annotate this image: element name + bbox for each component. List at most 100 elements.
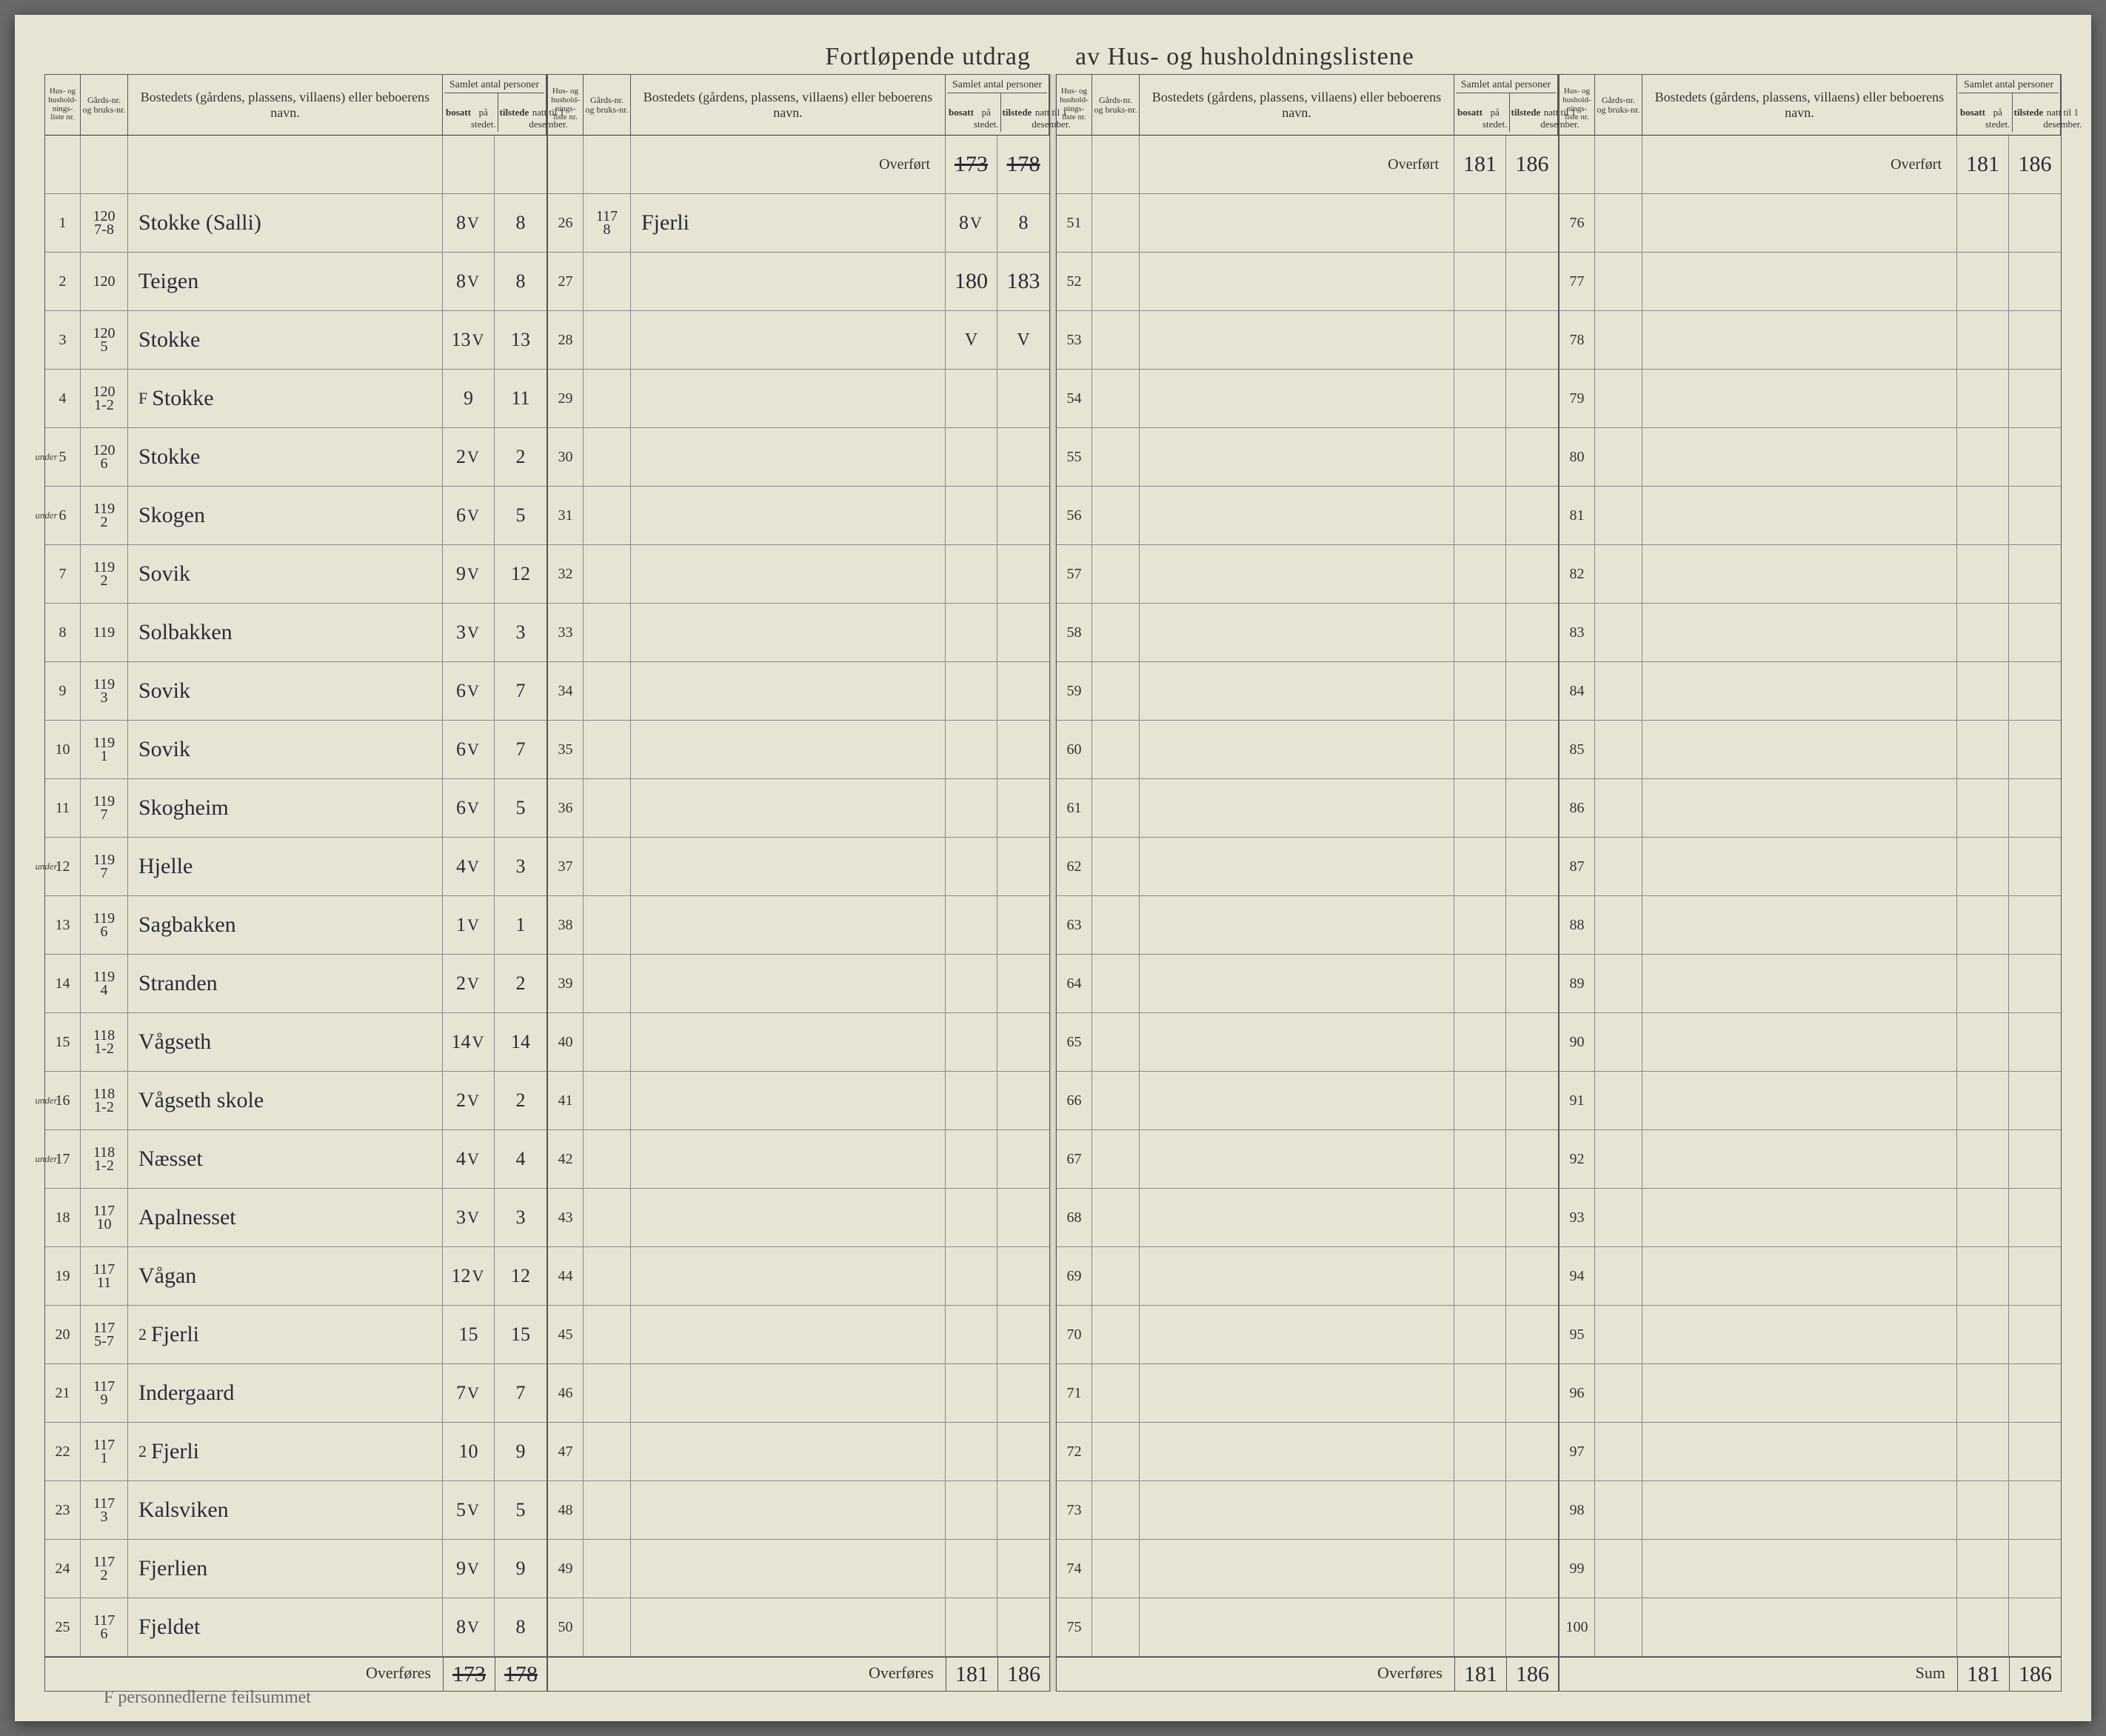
cell-bosatt bbox=[1454, 545, 1506, 603]
table-row: 11 1197 Skogheim 6V 5 bbox=[45, 779, 546, 838]
cell-gard-nr bbox=[1595, 545, 1642, 603]
cell-gard-nr bbox=[1595, 662, 1642, 720]
cell-tilstede bbox=[1506, 1072, 1558, 1129]
cell-gard-nr bbox=[584, 1013, 631, 1071]
cell-tilstede: 8 bbox=[495, 1598, 546, 1656]
cell-bosatt bbox=[946, 1423, 997, 1480]
cell-gard-nr bbox=[1092, 487, 1140, 544]
cell-liste-nr: 30 bbox=[548, 428, 584, 486]
cell-bosatt bbox=[946, 838, 997, 895]
table-row: 61 bbox=[1057, 779, 1558, 838]
cell-tilstede: 8 bbox=[495, 194, 546, 252]
cell-tilstede bbox=[1506, 253, 1558, 310]
cell-liste-nr: 10 bbox=[45, 721, 81, 778]
cell-bosted-name bbox=[1140, 1013, 1454, 1071]
cell-liste-nr: 51 bbox=[1057, 194, 1092, 252]
cell-bosted-name bbox=[1140, 721, 1454, 778]
cell-liste-nr: 37 bbox=[548, 838, 584, 895]
cell-tilstede bbox=[997, 955, 1049, 1012]
cell-tilstede bbox=[997, 1540, 1049, 1598]
cell-bosted-name bbox=[1140, 779, 1454, 837]
cell-gard-nr bbox=[584, 545, 631, 603]
cell-liste-nr: 100 bbox=[1560, 1598, 1595, 1656]
cell-bosted-name bbox=[1140, 194, 1454, 252]
cell-liste-nr: 54 bbox=[1057, 370, 1092, 427]
cell-gard-nr: 1207-8 bbox=[81, 194, 128, 252]
cell-gard-nr bbox=[584, 1306, 631, 1363]
header-bosatt: bosattpå stedet. bbox=[444, 93, 498, 132]
cell-gard-nr bbox=[1595, 1540, 1642, 1598]
cell-liste-nr: 71 bbox=[1057, 1364, 1092, 1422]
footer-label: Sum bbox=[1560, 1657, 1957, 1691]
cell-bosted-name bbox=[1642, 721, 1957, 778]
table-row: 47 bbox=[548, 1423, 1049, 1481]
cell-bosted-name bbox=[631, 1247, 946, 1305]
table-row: 85 bbox=[1560, 721, 2061, 779]
cell-bosted-name bbox=[1140, 370, 1454, 427]
cell-bosted-name bbox=[1140, 1072, 1454, 1129]
cell-bosted-name: Fjerli bbox=[631, 194, 946, 252]
cell-tilstede: 3 bbox=[495, 1189, 546, 1246]
cell-gard-nr bbox=[1595, 370, 1642, 427]
overfort-bosatt: 181 bbox=[1454, 136, 1506, 193]
cell-tilstede bbox=[1506, 487, 1558, 544]
cell-tilstede bbox=[2009, 896, 2061, 954]
cell-bosatt: 13V bbox=[443, 311, 495, 369]
cell-liste-nr: 70 bbox=[1057, 1306, 1092, 1363]
table-body: 1 1207-8 Stokke (Salli) 8V 8 2 120 Teige… bbox=[45, 136, 546, 1657]
table-row: 60 bbox=[1057, 721, 1558, 779]
cell-bosted-name: Kalsviken bbox=[128, 1481, 443, 1539]
table-row: 74 bbox=[1057, 1540, 1558, 1598]
cell-liste-nr: 56 bbox=[1057, 487, 1092, 544]
cell-bosatt bbox=[946, 1598, 997, 1656]
table-row: 51 bbox=[1057, 194, 1558, 253]
cell-tilstede bbox=[2009, 545, 2061, 603]
cell-liste-nr: 19 bbox=[45, 1247, 81, 1305]
cell-gard-nr: 1181-2 bbox=[81, 1013, 128, 1071]
cell-gard-nr bbox=[584, 838, 631, 895]
cell-tilstede bbox=[997, 1189, 1049, 1246]
footer-bosatt: 181 bbox=[1454, 1657, 1506, 1691]
cell-bosatt bbox=[946, 1013, 997, 1071]
table-row: 92 bbox=[1560, 1130, 2061, 1189]
cell-bosted-name: Hjelle bbox=[128, 838, 443, 895]
cell-tilstede bbox=[1506, 1540, 1558, 1598]
cell-bosatt bbox=[946, 1130, 997, 1188]
cell-liste-nr: under6 bbox=[45, 487, 81, 544]
table-row: 22 1171 2Fjerli 10 9 bbox=[45, 1423, 546, 1481]
cell-bosted-name bbox=[1140, 1540, 1454, 1598]
header-samlet-label: Samlet antal personer bbox=[1456, 78, 1556, 93]
cell-tilstede bbox=[997, 838, 1049, 895]
cell-tilstede: 7 bbox=[495, 662, 546, 720]
header-gard: Gårds-nr. og bruks-nr. bbox=[1595, 75, 1642, 135]
cell-bosatt: 2V bbox=[443, 1072, 495, 1129]
table-row: 57 bbox=[1057, 545, 1558, 604]
cell-tilstede bbox=[997, 1130, 1049, 1188]
cell-bosted-name bbox=[1642, 194, 1957, 252]
document-page: Fortløpende utdrag av Hus- og husholdnin… bbox=[15, 15, 2091, 1721]
cell-bosatt: 15 bbox=[443, 1306, 495, 1363]
cell-liste-nr: 48 bbox=[548, 1481, 584, 1539]
cell-gard-nr: 1179 bbox=[81, 1364, 128, 1422]
table-row: 96 bbox=[1560, 1364, 2061, 1423]
cell-tilstede bbox=[2009, 1540, 2061, 1598]
cell-bosatt: 6V bbox=[443, 721, 495, 778]
cell-gard-nr bbox=[1595, 955, 1642, 1012]
cell-bosted-name bbox=[1642, 1130, 1957, 1188]
cell-tilstede bbox=[2009, 1247, 2061, 1305]
cell-gard-nr bbox=[584, 1130, 631, 1188]
cell-bosted-name bbox=[1140, 662, 1454, 720]
cell-bosatt bbox=[946, 779, 997, 837]
cell-liste-nr: 25 bbox=[45, 1598, 81, 1656]
cell-tilstede bbox=[1506, 1481, 1558, 1539]
cell-bosted-name bbox=[1642, 604, 1957, 661]
header-bosatt: bosattpå stedet. bbox=[1959, 93, 2013, 132]
cell-liste-nr: 36 bbox=[548, 779, 584, 837]
cell-bosatt bbox=[946, 1364, 997, 1422]
cell-liste-nr: 60 bbox=[1057, 721, 1092, 778]
cell-bosatt bbox=[1454, 428, 1506, 486]
cell-tilstede bbox=[1506, 1130, 1558, 1188]
cell-bosted-name bbox=[631, 487, 946, 544]
cell-bosatt: V bbox=[946, 311, 997, 369]
cell-liste-nr: 1 bbox=[45, 194, 81, 252]
